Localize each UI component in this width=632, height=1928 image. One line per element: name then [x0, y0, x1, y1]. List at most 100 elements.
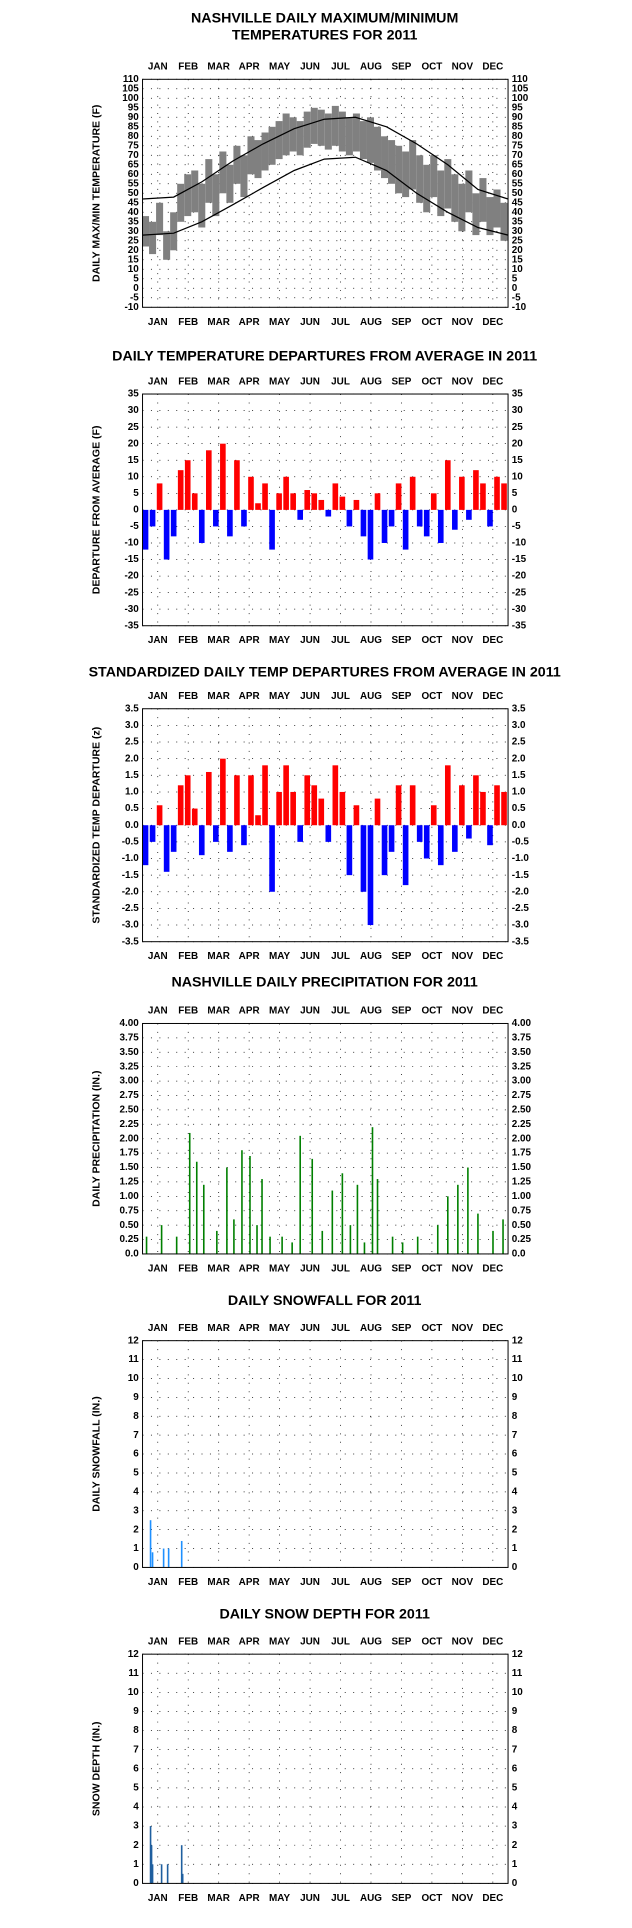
y-tick-label: 7 [133, 1744, 139, 1755]
departure-bar [437, 825, 444, 866]
departure-bar [297, 825, 303, 842]
y-tick-label: 30 [128, 226, 140, 237]
y-tick-label: 2 [512, 1840, 518, 1851]
y-tick-label: 10 [512, 1687, 524, 1698]
y-tick-label: 3 [133, 1505, 139, 1516]
month-label: JUL [331, 1323, 350, 1334]
y-tick-label: 12 [512, 1335, 524, 1346]
departure-bar [304, 775, 311, 826]
chart: NASHVILLE DAILY MAXIMUM/MINIMUM TEMPERATU… [90, 10, 528, 327]
y-tick-label: -1.5 [512, 870, 530, 881]
temp-range [268, 126, 276, 165]
month-label: JUL [331, 691, 350, 702]
y-tick-label: 7 [512, 1430, 518, 1441]
chart-title: DAILY SNOWFALL FOR 2011 [228, 1293, 422, 1309]
y-tick-label: 11 [512, 1354, 523, 1365]
departure-bar [360, 509, 367, 537]
departure-bar [452, 509, 458, 530]
bar [436, 1225, 439, 1254]
bar [149, 1826, 152, 1884]
month-label: SEP [392, 1636, 412, 1647]
departure-bar [430, 493, 437, 510]
bar [175, 1236, 178, 1254]
month-label: JAN [148, 1006, 168, 1017]
temp-range [191, 170, 199, 213]
y-tick-label: 1 [512, 1859, 518, 1870]
chart: STANDARDIZED DAILY TEMP DEPARTURES FROM … [89, 665, 561, 963]
month-label: FEB [178, 1323, 198, 1334]
y-tick-label: 20 [512, 438, 524, 449]
y-tick-label: 2 [133, 1840, 139, 1851]
month-label: JAN [148, 1323, 168, 1334]
y-tick-label: 35 [512, 216, 524, 227]
y-tick-label: -5 [512, 292, 521, 303]
month-label: MAY [269, 62, 290, 73]
month-label: APR [239, 317, 260, 328]
temp-range [373, 126, 382, 171]
month-label: FEB [178, 951, 198, 962]
month-label: JUN [300, 1577, 320, 1588]
y-tick-label: -5 [130, 292, 139, 303]
month-label: JUL [331, 1263, 350, 1274]
month-label: MAY [269, 635, 290, 646]
temp-range [444, 159, 452, 209]
month-label: SEP [392, 317, 412, 328]
y-tick-label: 5 [133, 1783, 139, 1794]
bar [291, 1242, 293, 1254]
y-tick-label: -3.5 [122, 936, 140, 947]
chart: NASHVILLE DAILY PRECIPITATION FOR 2011 DA… [90, 974, 531, 1274]
month-label: SEP [392, 1006, 412, 1017]
month-label: FEB [178, 62, 198, 73]
month-label: AUG [360, 376, 382, 387]
month-label: FEB [178, 1893, 198, 1904]
y-tick-label: 3.00 [512, 1076, 532, 1087]
y-tick-label: 3.75 [512, 1033, 532, 1044]
y-tick-label: 0 [512, 1878, 518, 1889]
y-tick-label: 80 [512, 131, 524, 142]
departure-bar [142, 825, 149, 866]
y-tick-label: -3.5 [512, 936, 530, 947]
y-tick-label: -0.5 [512, 836, 530, 847]
temp-range [261, 132, 269, 171]
departure-bar [297, 509, 303, 520]
month-label: JUN [300, 1323, 320, 1334]
y-tick-label: -35 [512, 620, 527, 631]
departure-bar [149, 825, 156, 842]
bar [391, 1236, 394, 1254]
month-label: SEP [392, 691, 412, 702]
bar [166, 1864, 169, 1884]
departure-bar [311, 493, 318, 510]
y-tick-label: 80 [128, 131, 140, 142]
departure-bar [360, 825, 367, 892]
departure-bar [466, 825, 472, 839]
y-tick-label: -15 [124, 554, 139, 565]
temp-range [163, 231, 171, 260]
departure-bar [220, 443, 226, 510]
month-label: APR [239, 62, 260, 73]
departure-bar [395, 785, 402, 826]
chart-title: NASHVILLE DAILY MAXIMUM/MINIMUM [191, 10, 458, 26]
y-tick-label: 0 [133, 1878, 139, 1889]
y-axis-title: STANDARDIZED TEMP DEPARTURE (z) [90, 727, 102, 924]
month-label: APR [239, 1323, 260, 1334]
month-label: APR [239, 1636, 260, 1647]
month-label: JUL [331, 635, 350, 646]
month-label: AUG [360, 691, 382, 702]
bar [349, 1225, 352, 1254]
y-tick-label: 55 [128, 178, 140, 189]
y-tick-label: 9 [133, 1392, 139, 1403]
y-tick-label: 2.5 [512, 737, 526, 748]
month-label: OCT [421, 376, 442, 387]
y-tick-label: -2.5 [512, 903, 530, 914]
month-label: NOV [452, 1636, 474, 1647]
y-tick-label: 11 [512, 1668, 523, 1679]
departure-bar [459, 476, 465, 510]
month-label: SEP [392, 1577, 412, 1588]
month-label: MAR [207, 1006, 230, 1017]
temp-range [500, 202, 508, 241]
y-tick-label: 6 [133, 1449, 139, 1460]
month-label: APR [239, 635, 260, 646]
departure-bar [480, 483, 486, 510]
temp-range [381, 136, 389, 179]
departure-bar [501, 791, 507, 826]
